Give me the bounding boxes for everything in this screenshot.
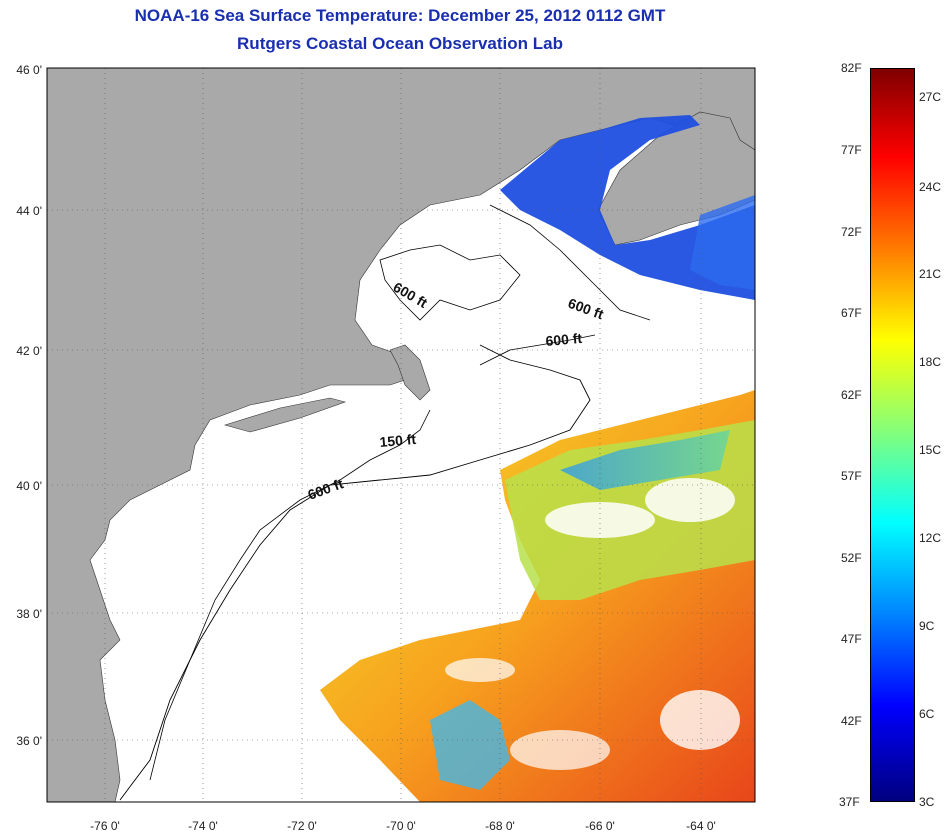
cloud-patch: [545, 502, 655, 538]
colorbar-c-label: 15C: [919, 443, 942, 457]
colorbar-c-label: 3C: [919, 795, 935, 809]
cloud-patch: [445, 658, 515, 682]
temperature-colorbar: [870, 68, 915, 802]
colorbar-c-label: 24C: [919, 180, 942, 194]
colorbar-c-label: 6C: [919, 707, 935, 721]
contour-150ft: [149, 409, 431, 781]
contour-600ft-gulf-maine: [379, 244, 521, 321]
contour-600ft-shelf: [119, 344, 591, 801]
colorbar-f-label: 67F: [841, 306, 862, 320]
lat-tick-label: 44 0': [16, 204, 42, 218]
lon-tick-label: -74 0': [188, 819, 218, 833]
sst-cold-scotian: [690, 195, 755, 290]
land-cape-cod: [389, 344, 431, 401]
colorbar-f-label: 52F: [841, 551, 862, 565]
lat-tick-label: 36 0': [16, 734, 42, 748]
contour-600ft-ne-channel: [489, 204, 651, 321]
lat-tick-label: 42 0': [16, 344, 42, 358]
sst-eddy-cool: [430, 700, 510, 790]
lon-tick-label: -64 0': [686, 819, 716, 833]
colorbar-c-label: 12C: [919, 531, 942, 545]
map-title: NOAA-16 Sea Surface Temperature: Decembe…: [134, 6, 666, 25]
cloud-patch: [510, 730, 610, 770]
lon-tick-label: -66 0': [585, 819, 615, 833]
lon-tick-label: -68 0': [485, 819, 515, 833]
colorbar-f-label: 77F: [841, 143, 862, 157]
lat-tick-label: 38 0': [16, 607, 42, 621]
grid-lines: [47, 68, 755, 802]
sst-slope-water: [560, 430, 730, 490]
colorbar-f-label: 47F: [841, 632, 862, 646]
colorbar-f-label: 62F: [841, 388, 862, 402]
land-long-island: [223, 397, 347, 433]
cloud-patch: [660, 690, 740, 750]
colorbar-c-label: 9C: [919, 619, 935, 633]
lat-tick-label: 40 0': [16, 479, 42, 493]
lon-tick-label: -70 0': [386, 819, 416, 833]
sst-cold-region: [500, 115, 755, 300]
cloud-patch: [645, 478, 735, 522]
contour-600ft-georges: [479, 334, 596, 366]
colorbar-c-label: 27C: [919, 90, 942, 104]
lat-tick-label: 46 0': [16, 63, 42, 77]
map-border: [46, 67, 756, 803]
colorbar-c-label: 21C: [919, 267, 942, 281]
colorbar-f-label: 37F: [839, 795, 860, 809]
lon-tick-label: -76 0': [90, 819, 120, 833]
colorbar-f-label: 42F: [841, 714, 862, 728]
contour-label: 150 ft: [379, 431, 417, 450]
map-subtitle: Rutgers Coastal Ocean Observation Lab: [237, 34, 563, 53]
colorbar-f-label: 57F: [841, 469, 862, 483]
contour-label: 600 ft: [545, 330, 583, 349]
colorbar-f-label: 82F: [841, 61, 862, 75]
lon-tick-label: -72 0': [287, 819, 317, 833]
colorbar-c-label: 18C: [919, 355, 942, 369]
colorbar-f-label: 72F: [841, 225, 862, 239]
